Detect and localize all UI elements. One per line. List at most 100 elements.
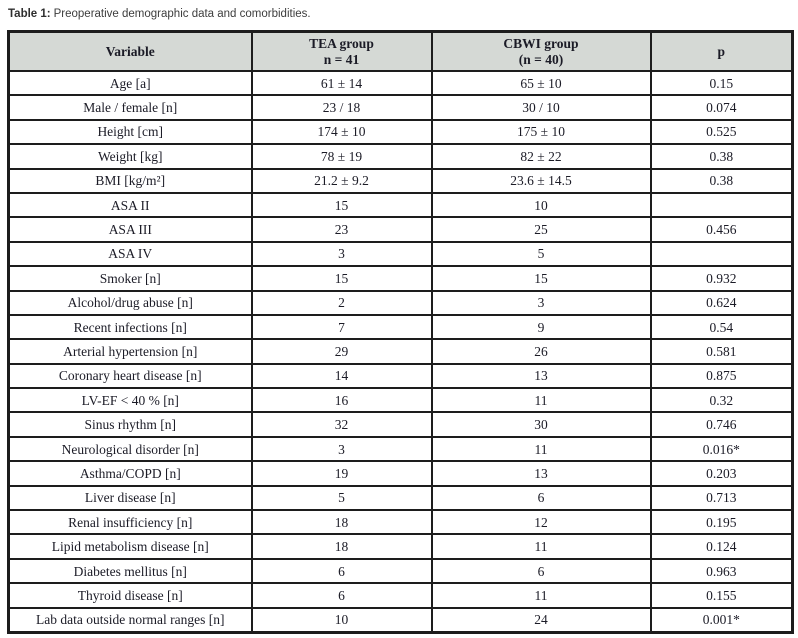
cell-variable: ASA III: [7, 216, 253, 243]
cell-tea-value: 7: [250, 313, 433, 341]
cell-tea-value: 18: [250, 533, 433, 560]
cell-tea-value: 32: [250, 411, 433, 438]
cell-p-value: 0.32: [649, 387, 794, 414]
cell-cbwi-value: 175 ± 10: [430, 118, 652, 146]
table-row: Neurological disorder [n] 3 11 0.016*: [7, 435, 794, 463]
cell-p-value: 0.15: [649, 69, 794, 97]
table-row: Thyroid disease [n] 6 11 0.155: [7, 582, 794, 609]
cell-tea-value: 3: [250, 435, 433, 463]
table-row: Recent infections [n] 7 9 0.54: [7, 313, 794, 341]
table-row: ASA IV 3 5: [7, 240, 794, 268]
cell-tea-value: 29: [250, 338, 433, 365]
cell-variable: Lab data outside normal ranges [n]: [7, 606, 253, 634]
table-row: Liver disease [n] 5 6 0.713: [7, 484, 794, 512]
cell-cbwi-value: 65 ± 10: [430, 69, 652, 97]
table-row: Sinus rhythm [n] 32 30 0.746: [7, 411, 794, 438]
table-caption: Table 1: Preoperative demographic data an…: [8, 7, 798, 21]
cell-p-value: [649, 191, 794, 219]
table-row: Asthma/COPD [n] 19 13 0.203: [7, 460, 794, 487]
cell-variable: Liver disease [n]: [7, 484, 253, 512]
cell-p-value: 0.875: [649, 362, 794, 390]
column-header-variable: Variable: [7, 30, 253, 72]
table-row: Arterial hypertension [n] 29 26 0.581: [7, 338, 794, 365]
cell-tea-value: 174 ± 10: [250, 118, 433, 146]
cell-variable: Lipid metabolism disease [n]: [7, 533, 253, 560]
cell-cbwi-value: 6: [430, 484, 652, 512]
cell-cbwi-value: 11: [430, 387, 652, 414]
caption-label: Table 1:: [8, 8, 51, 20]
cell-cbwi-value: 30 / 10: [430, 94, 652, 121]
cell-variable: Renal insufficiency [n]: [7, 509, 253, 536]
cell-tea-value: 61 ± 14: [250, 69, 433, 97]
table-row: Alcohol/drug abuse [n] 2 3 0.624: [7, 289, 794, 316]
cell-tea-value: 5: [250, 484, 433, 512]
cell-p-value: 0.581: [649, 338, 794, 365]
cell-variable: Smoker [n]: [7, 265, 253, 292]
cell-tea-value: 14: [250, 362, 433, 390]
cell-variable: Male / female [n]: [7, 94, 253, 121]
cell-p-value: 0.38: [649, 167, 794, 194]
cell-cbwi-value: 3: [430, 289, 652, 316]
cell-variable: Alcohol/drug abuse [n]: [7, 289, 253, 316]
cell-tea-value: 10: [250, 606, 433, 634]
column-header-p-value: p: [649, 30, 794, 72]
cell-cbwi-value: 25: [430, 216, 652, 243]
cell-variable: BMI [kg/m²]: [7, 167, 253, 194]
cell-p-value: 0.203: [649, 460, 794, 487]
cell-variable: Asthma/COPD [n]: [7, 460, 253, 487]
cell-p-value: 0.525: [649, 118, 794, 146]
table-row: Lipid metabolism disease [n] 18 11 0.124: [7, 533, 794, 560]
cell-variable: Weight [kg]: [7, 143, 253, 170]
cell-p-value: 0.54: [649, 313, 794, 341]
cell-variable: Recent infections [n]: [7, 313, 253, 341]
cell-p-value: 0.746: [649, 411, 794, 438]
table-row: Male / female [n] 23 / 18 30 / 10 0.074: [7, 94, 794, 121]
table-row: BMI [kg/m²] 21.2 ± 9.2 23.6 ± 14.5 0.38: [7, 167, 794, 194]
cell-cbwi-value: 5: [430, 240, 652, 268]
cell-cbwi-value: 9: [430, 313, 652, 341]
cell-tea-value: 16: [250, 387, 433, 414]
cell-variable: ASA II: [7, 191, 253, 219]
cell-cbwi-value: 13: [430, 460, 652, 487]
table-row: LV-EF < 40 % [n] 16 11 0.32: [7, 387, 794, 414]
cell-cbwi-value: 24: [430, 606, 652, 634]
cell-tea-value: 2: [250, 289, 433, 316]
cell-variable: Diabetes mellitus [n]: [7, 557, 253, 585]
cell-tea-value: 23: [250, 216, 433, 243]
cell-cbwi-value: 82 ± 22: [430, 143, 652, 170]
table-row: ASA III 23 25 0.456: [7, 216, 794, 243]
cell-variable: Thyroid disease [n]: [7, 582, 253, 609]
cell-variable: Sinus rhythm [n]: [7, 411, 253, 438]
cell-tea-value: 23 / 18: [250, 94, 433, 121]
cell-tea-value: 6: [250, 557, 433, 585]
table-row: Weight [kg] 78 ± 19 82 ± 22 0.38: [7, 143, 794, 170]
cell-p-value: 0.016*: [649, 435, 794, 463]
caption-text: Preoperative demographic data and comorb…: [53, 8, 311, 20]
table-row: Renal insufficiency [n] 18 12 0.195: [7, 509, 794, 536]
cell-cbwi-value: 10: [430, 191, 652, 219]
cell-cbwi-value: 6: [430, 557, 652, 585]
cell-p-value: 0.074: [649, 94, 794, 121]
cell-cbwi-value: 26: [430, 338, 652, 365]
cell-tea-value: 18: [250, 509, 433, 536]
cell-p-value: 0.624: [649, 289, 794, 316]
cell-variable: LV-EF < 40 % [n]: [7, 387, 253, 414]
header-row: Variable TEA group n = 41 CBWI group (n …: [7, 30, 794, 72]
cell-p-value: 0.195: [649, 509, 794, 536]
cell-cbwi-value: 13: [430, 362, 652, 390]
cell-variable: Neurological disorder [n]: [7, 435, 253, 463]
cell-tea-value: 19: [250, 460, 433, 487]
cell-variable: Arterial hypertension [n]: [7, 338, 253, 365]
table-row: Diabetes mellitus [n] 6 6 0.963: [7, 557, 794, 585]
cell-tea-value: 78 ± 19: [250, 143, 433, 170]
cell-cbwi-value: 30: [430, 411, 652, 438]
cell-variable: Height [cm]: [7, 118, 253, 146]
cell-variable: Age [a]: [7, 69, 253, 97]
table-body: Age [a] 61 ± 14 65 ± 10 0.15 Male / fema…: [7, 69, 794, 634]
cell-cbwi-value: 12: [430, 509, 652, 536]
cell-cbwi-value: 23.6 ± 14.5: [430, 167, 652, 194]
table-row: Smoker [n] 15 15 0.932: [7, 265, 794, 292]
cell-p-value: 0.001*: [649, 606, 794, 634]
table-row: ASA II 15 10: [7, 191, 794, 219]
